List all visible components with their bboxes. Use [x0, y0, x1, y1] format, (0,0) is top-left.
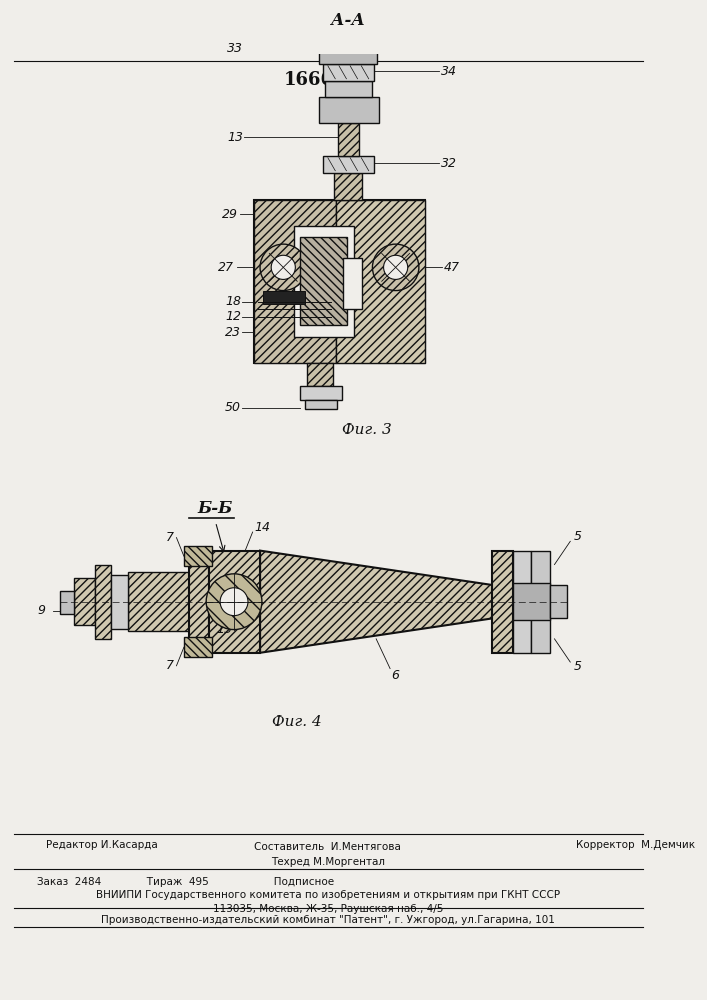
Polygon shape: [336, 200, 426, 363]
Text: 27: 27: [218, 261, 234, 274]
Polygon shape: [323, 156, 374, 173]
Polygon shape: [260, 551, 492, 653]
Text: 50: 50: [225, 401, 241, 414]
Text: 33: 33: [227, 42, 243, 55]
Polygon shape: [325, 81, 371, 97]
Polygon shape: [209, 551, 260, 653]
Text: 9: 9: [37, 604, 46, 617]
Polygon shape: [344, 258, 362, 309]
Polygon shape: [334, 173, 362, 200]
Text: 12: 12: [225, 310, 241, 323]
Text: 47: 47: [443, 261, 460, 274]
Polygon shape: [254, 200, 336, 363]
Text: 5: 5: [573, 660, 582, 673]
Text: 7: 7: [166, 659, 174, 672]
Polygon shape: [308, 363, 334, 386]
Text: Техред М.Моргентал: Техред М.Моргентал: [271, 857, 385, 867]
Text: Фиг. 3: Фиг. 3: [342, 423, 392, 437]
Circle shape: [384, 255, 408, 279]
Text: 7: 7: [166, 531, 174, 544]
Circle shape: [220, 588, 248, 616]
Polygon shape: [300, 237, 346, 325]
Circle shape: [206, 574, 262, 630]
Polygon shape: [189, 551, 209, 653]
Polygon shape: [184, 546, 212, 566]
Polygon shape: [531, 551, 550, 653]
Text: Б-Б: Б-Б: [198, 500, 233, 517]
Circle shape: [271, 255, 296, 279]
Text: 13: 13: [227, 131, 243, 144]
Circle shape: [373, 244, 419, 291]
Text: Производственно-издательский комбинат "Патент", г. Ужгород, ул.Гагарина, 101: Производственно-издательский комбинат "П…: [101, 915, 555, 925]
Circle shape: [260, 244, 307, 291]
Text: ВНИИПИ Государственного комитета по изобретениям и открытиям при ГКНТ СССР: ВНИИПИ Государственного комитета по изоб…: [95, 890, 560, 900]
Text: 1666250: 1666250: [284, 71, 372, 89]
Text: 34: 34: [440, 65, 457, 78]
Text: 14: 14: [254, 521, 270, 534]
Polygon shape: [513, 583, 550, 620]
Polygon shape: [305, 400, 337, 409]
Polygon shape: [550, 585, 566, 618]
Polygon shape: [492, 551, 513, 653]
Polygon shape: [294, 226, 354, 337]
Polygon shape: [74, 578, 95, 625]
Polygon shape: [60, 591, 74, 614]
Polygon shape: [254, 200, 426, 363]
Polygon shape: [320, 41, 377, 64]
Polygon shape: [513, 551, 531, 653]
Text: 18: 18: [225, 295, 241, 308]
Text: Корректор  М.Демчик: Корректор М.Демчик: [575, 840, 695, 850]
Text: Редактор И.Касарда: Редактор И.Касарда: [47, 840, 158, 850]
Polygon shape: [184, 637, 212, 657]
Text: 32: 32: [440, 157, 457, 170]
Text: 29: 29: [222, 208, 238, 221]
Polygon shape: [300, 386, 341, 400]
Text: Заказ  2484              Тираж  495                    Подписное: Заказ 2484 Тираж 495 Подписное: [37, 877, 334, 887]
Polygon shape: [112, 575, 128, 629]
Polygon shape: [319, 97, 379, 123]
Text: 23: 23: [225, 326, 241, 339]
Text: 5: 5: [573, 530, 582, 543]
Text: А-А: А-А: [332, 12, 366, 29]
Text: 15: 15: [217, 623, 233, 636]
Text: 6: 6: [391, 669, 399, 682]
Polygon shape: [128, 572, 189, 631]
Polygon shape: [95, 565, 112, 639]
Text: 113035, Москва, Ж-35, Раушская наб., 4/5: 113035, Москва, Ж-35, Раушская наб., 4/5: [213, 904, 443, 914]
Text: Составитель  И.Ментягова: Составитель И.Ментягова: [255, 842, 402, 852]
Polygon shape: [263, 291, 305, 304]
Polygon shape: [338, 123, 358, 156]
Text: Фиг. 4: Фиг. 4: [272, 715, 322, 729]
Polygon shape: [128, 591, 566, 613]
Polygon shape: [323, 64, 374, 81]
